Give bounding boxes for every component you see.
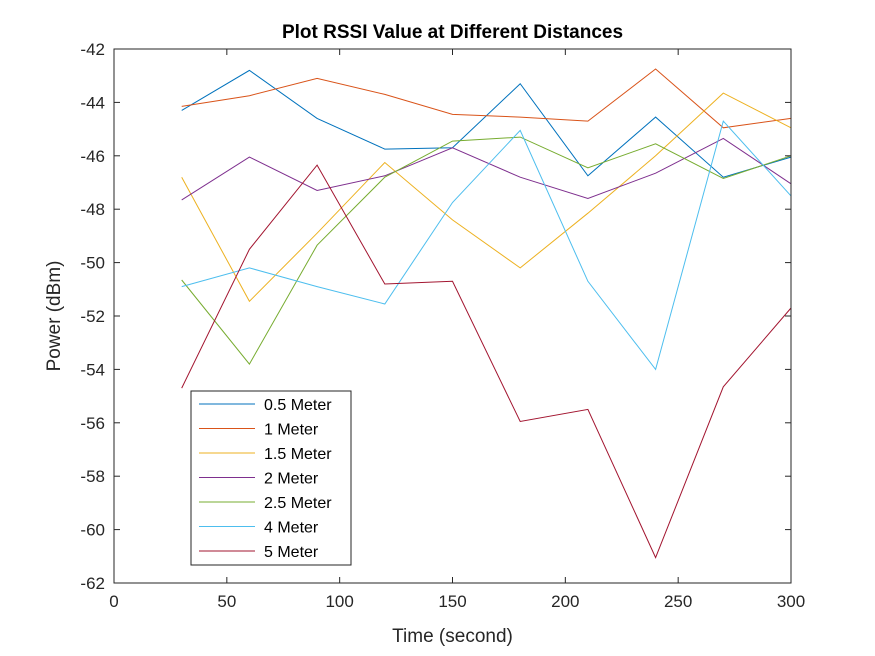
x-tick-label: 250 [664,592,692,611]
x-tick-label: 150 [438,592,466,611]
x-tick-label: 100 [325,592,353,611]
legend-label: 2.5 Meter [264,495,332,512]
series-line-1-5-meter [181,92,792,303]
y-tick-label: -58 [80,467,105,486]
y-tick-label: -48 [80,200,105,219]
series-layer [181,68,792,559]
y-tick-label: -46 [80,147,105,166]
y-tick-label: -42 [80,40,105,59]
x-tick-label: 300 [777,592,805,611]
legend-label: 2 Meter [264,471,319,488]
y-tick-label: -56 [80,414,105,433]
legend-label: 4 Meter [264,520,319,537]
y-tick-label: -54 [80,360,105,379]
series-line-4-meter [181,120,792,371]
tick-layer: 0 50 100 150 200 250 300 -62 -60 -58 -56 -54 -52 -50 -… [80,40,805,611]
x-tick-label: 0 [109,592,118,611]
series-line-2-meter [181,137,792,201]
chart-title: Plot RSSI Value at Different Distances [282,22,623,43]
series-line-2-5-meter [181,136,792,365]
legend: 0.5 Meter 1 Meter 1.5 Meter 2 Meter 2.5 Mete… [190,390,352,566]
series-line-5-meter [181,164,792,559]
y-axis-title: Power (dBm) [44,261,65,372]
legend-label: 5 Meter [264,544,319,561]
y-tick-label: -62 [80,574,105,593]
series-line-1-meter [181,68,792,129]
y-tick-label: -60 [80,521,105,540]
x-tick-label: 50 [217,592,236,611]
y-tick-label: -50 [80,254,105,273]
legend-label: 1.5 Meter [264,446,332,463]
legend-label: 1 Meter [264,422,319,439]
legend-label: 0.5 Meter [264,397,332,414]
x-tick-label: 200 [551,592,579,611]
y-tick-label: -52 [80,307,105,326]
x-axis-title: Time (second) [392,626,513,647]
y-tick-label: -44 [80,93,105,112]
